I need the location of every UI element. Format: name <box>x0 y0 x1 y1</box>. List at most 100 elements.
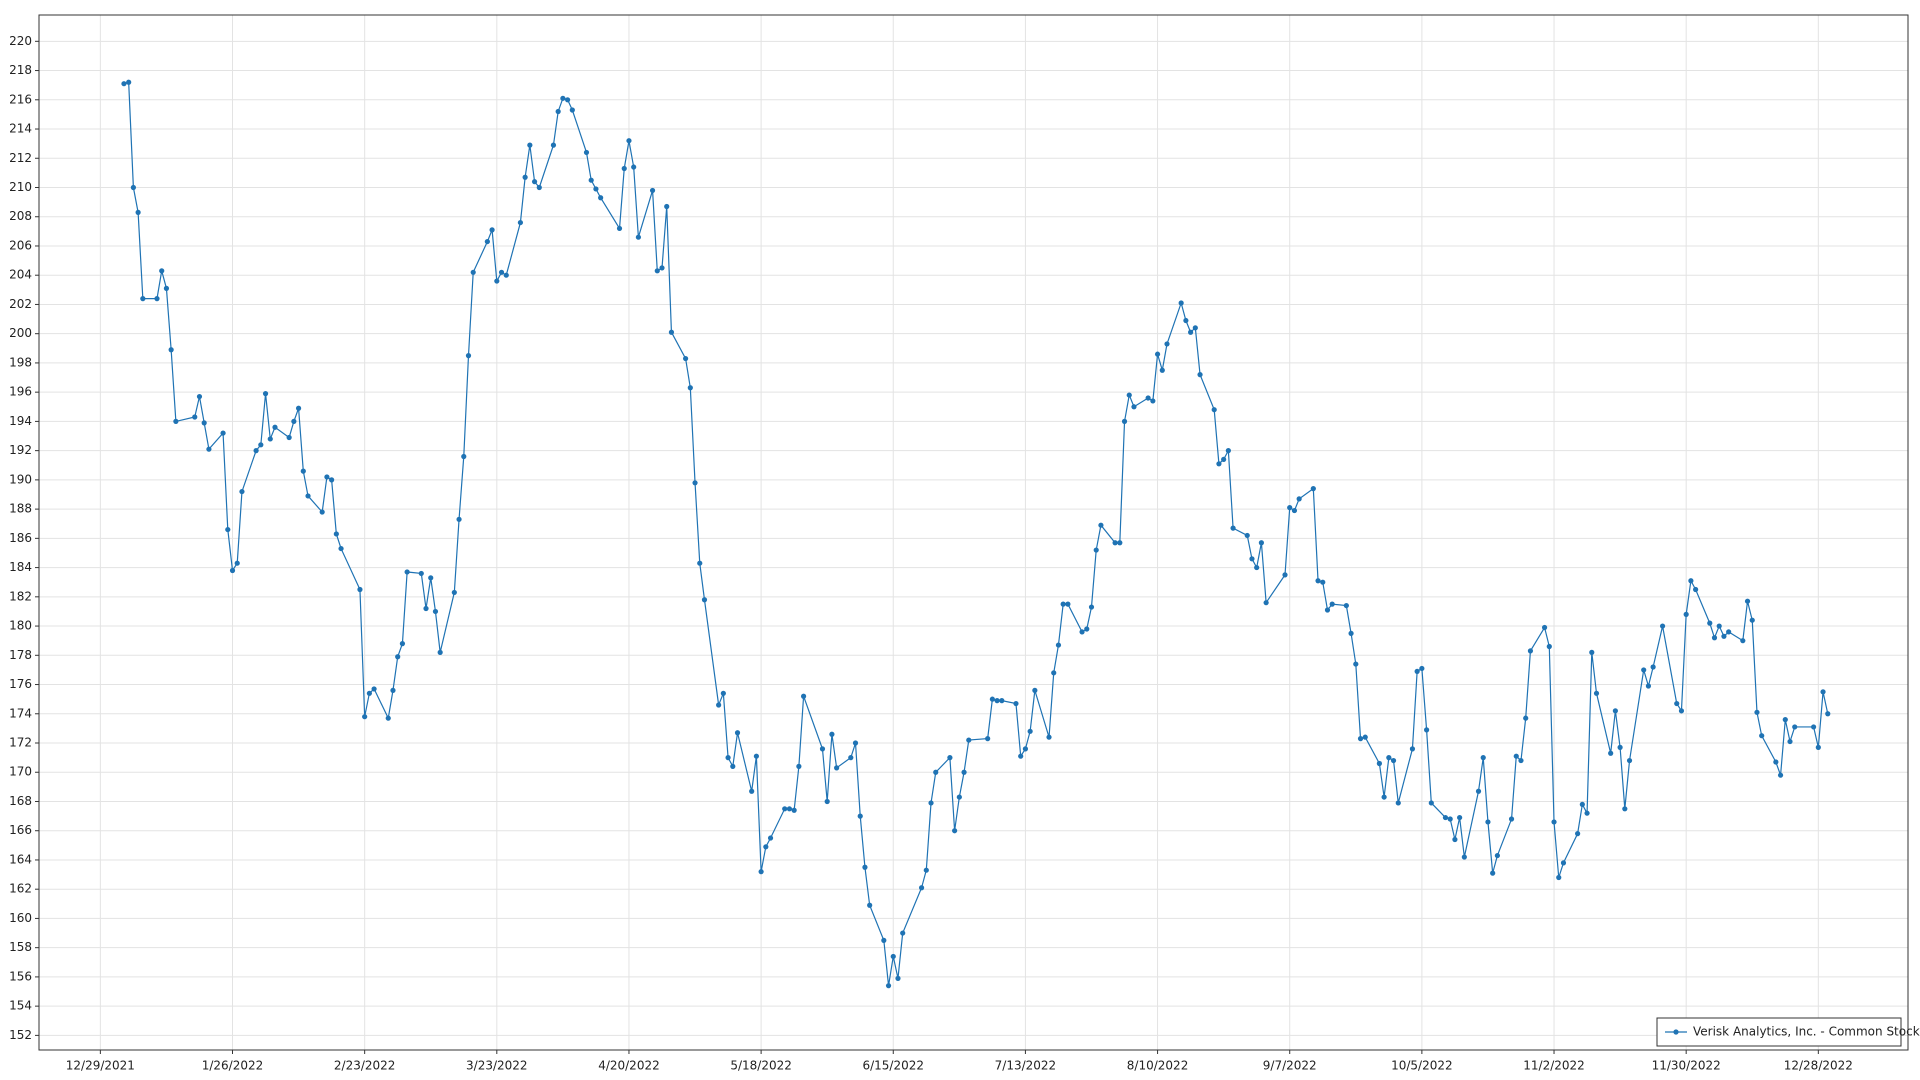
data-point <box>503 272 509 278</box>
data-point <box>1428 800 1434 806</box>
data-point <box>716 702 722 708</box>
grid <box>39 15 1908 1050</box>
data-point <box>635 234 642 240</box>
y-tick-label: 152 <box>9 1028 32 1042</box>
data-point <box>324 474 330 480</box>
data-point <box>286 434 292 441</box>
data-point <box>1055 642 1062 648</box>
data-point <box>173 418 179 424</box>
data-point <box>1249 556 1255 562</box>
data-point <box>1329 601 1335 607</box>
data-point <box>357 586 363 593</box>
y-tick-label: 160 <box>9 911 32 925</box>
data-point <box>1475 788 1482 794</box>
data-point <box>1098 522 1104 528</box>
data-point <box>1659 623 1666 629</box>
data-point <box>333 531 339 537</box>
data-point <box>1395 800 1401 806</box>
data-point <box>1721 633 1727 639</box>
y-tick-label: 212 <box>9 151 32 165</box>
data-point <box>956 794 962 800</box>
data-point <box>668 329 675 335</box>
data-point <box>1447 816 1453 822</box>
data-point <box>947 755 953 761</box>
data-point <box>654 268 660 274</box>
data-point <box>1296 496 1302 502</box>
y-tick-label: 184 <box>9 560 32 574</box>
data-point <box>498 269 505 275</box>
data-point <box>1164 341 1170 347</box>
y-tick-label: 156 <box>9 969 32 983</box>
y-tick-label: 154 <box>9 999 32 1013</box>
data-point <box>1221 456 1227 463</box>
axes: 152 154 156 158 160 162 164 166 168 170 172 174 176 1… <box>9 14 1909 1073</box>
data-point <box>1744 598 1751 604</box>
x-tick-label: 12/28/2022 <box>1784 1059 1853 1073</box>
data-point <box>220 430 226 436</box>
data-point <box>565 97 571 103</box>
data-point <box>749 788 755 794</box>
data-point <box>961 769 967 775</box>
data-point <box>1315 578 1321 584</box>
data-point <box>126 79 132 85</box>
data-point <box>225 526 231 533</box>
data-point <box>1145 395 1151 401</box>
y-tick-label: 200 <box>9 326 32 340</box>
y-tick-label: 166 <box>9 823 32 837</box>
data-point <box>1541 624 1548 631</box>
data-point <box>824 798 830 805</box>
data-point <box>1112 540 1118 546</box>
y-tick-label: 218 <box>9 63 32 77</box>
data-point <box>1777 772 1784 778</box>
x-tick-label: 6/15/2022 <box>862 1059 924 1073</box>
x-tick-label: 9/7/2022 <box>1263 1059 1317 1073</box>
data-point <box>291 418 297 424</box>
data-point <box>536 184 542 191</box>
x-tick-label: 8/10/2022 <box>1127 1059 1189 1073</box>
data-point <box>300 468 306 474</box>
data-point <box>918 885 925 891</box>
data-point <box>848 755 854 761</box>
data-point <box>1409 746 1416 752</box>
data-point <box>1183 317 1189 324</box>
y-tick-label: 178 <box>9 648 32 662</box>
data-point <box>1693 586 1699 593</box>
data-point <box>1457 814 1463 821</box>
data-point <box>782 806 788 812</box>
data-point <box>1622 806 1628 812</box>
data-point <box>1825 711 1831 717</box>
data-point <box>1461 854 1467 860</box>
data-point <box>1423 727 1430 733</box>
data-point <box>1088 604 1095 610</box>
data-point <box>1494 852 1500 859</box>
data-point <box>168 347 174 353</box>
data-point <box>423 605 429 612</box>
data-point <box>1612 708 1618 714</box>
data-point <box>1131 404 1137 410</box>
data-point <box>366 690 372 696</box>
data-point <box>362 714 368 720</box>
data-point <box>1084 626 1090 632</box>
data-point <box>933 769 939 775</box>
y-tick-label: 194 <box>9 414 32 428</box>
data-point <box>522 174 528 180</box>
data-point <box>1225 448 1231 454</box>
data-point <box>1216 461 1222 467</box>
data-point <box>758 869 764 875</box>
data-point <box>329 477 335 483</box>
data-point <box>1508 816 1515 822</box>
data-point <box>725 755 731 761</box>
data-point <box>786 806 793 812</box>
data-point <box>895 975 901 981</box>
data-point <box>338 545 344 552</box>
data-point <box>1589 649 1595 655</box>
data-point <box>1159 367 1165 373</box>
x-tick-label: 3/23/2022 <box>466 1059 528 1073</box>
y-tick-label: 206 <box>9 238 32 252</box>
data-point <box>800 693 807 699</box>
data-point <box>1032 687 1038 693</box>
data-point <box>1740 638 1746 644</box>
data-point <box>1556 874 1562 881</box>
data-point <box>1787 738 1793 745</box>
data-point <box>371 686 377 692</box>
